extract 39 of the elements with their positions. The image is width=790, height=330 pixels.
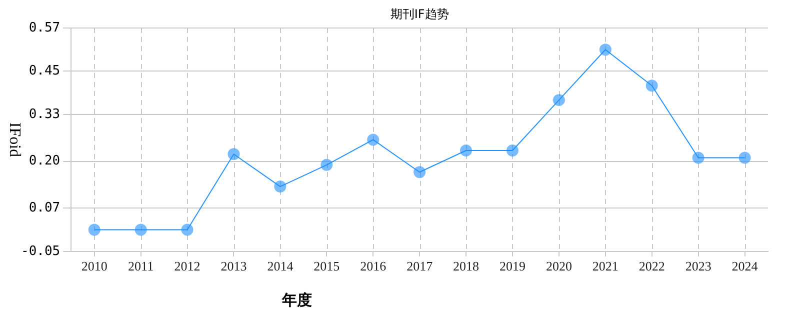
x-tick-label: 2024 [732, 258, 758, 274]
chart-title: 期刊IF趋势 [390, 7, 449, 22]
x-tick-label: 2022 [638, 258, 665, 274]
x-tick-label: 2010 [81, 258, 108, 274]
x-tick-label: 2018 [453, 258, 480, 274]
y-tick-label: 0.07 [28, 200, 60, 216]
point [367, 134, 380, 146]
point [599, 44, 612, 56]
y-axis-title: IFoid [6, 122, 23, 158]
x-tick-label: 2023 [685, 258, 712, 274]
x-tick-label: 2011 [128, 258, 154, 274]
x-tick-label: 2012 [174, 258, 200, 274]
y-tick-label: 0.33 [28, 106, 60, 122]
y-tick-label: -0.05 [20, 244, 60, 259]
point [228, 148, 240, 160]
point [320, 158, 333, 171]
point [274, 180, 286, 193]
x-tick-label: 2021 [592, 258, 618, 274]
y-tick-label: 0.45 [28, 64, 60, 79]
point [414, 166, 426, 178]
point [181, 224, 194, 236]
point [692, 152, 704, 164]
x-axis-title: 年度 [281, 290, 312, 309]
point [506, 144, 518, 157]
x-tick-label: 2016 [360, 258, 387, 274]
y-tick-label: 0.57 [28, 20, 60, 36]
y-tick-label: 0.20 [28, 154, 60, 169]
point [552, 94, 565, 106]
x-tick-label: 2020 [546, 258, 572, 274]
point [646, 80, 658, 92]
x-tick-label: 2015 [314, 258, 340, 274]
point [134, 224, 147, 236]
point [88, 224, 100, 236]
x-tick-label: 2013 [220, 258, 247, 274]
point [460, 144, 472, 157]
x-tick-label: 2019 [499, 258, 526, 274]
x-tick-label: 2014 [267, 258, 294, 274]
x-tick-label: 2017 [406, 258, 434, 274]
point [738, 152, 751, 164]
